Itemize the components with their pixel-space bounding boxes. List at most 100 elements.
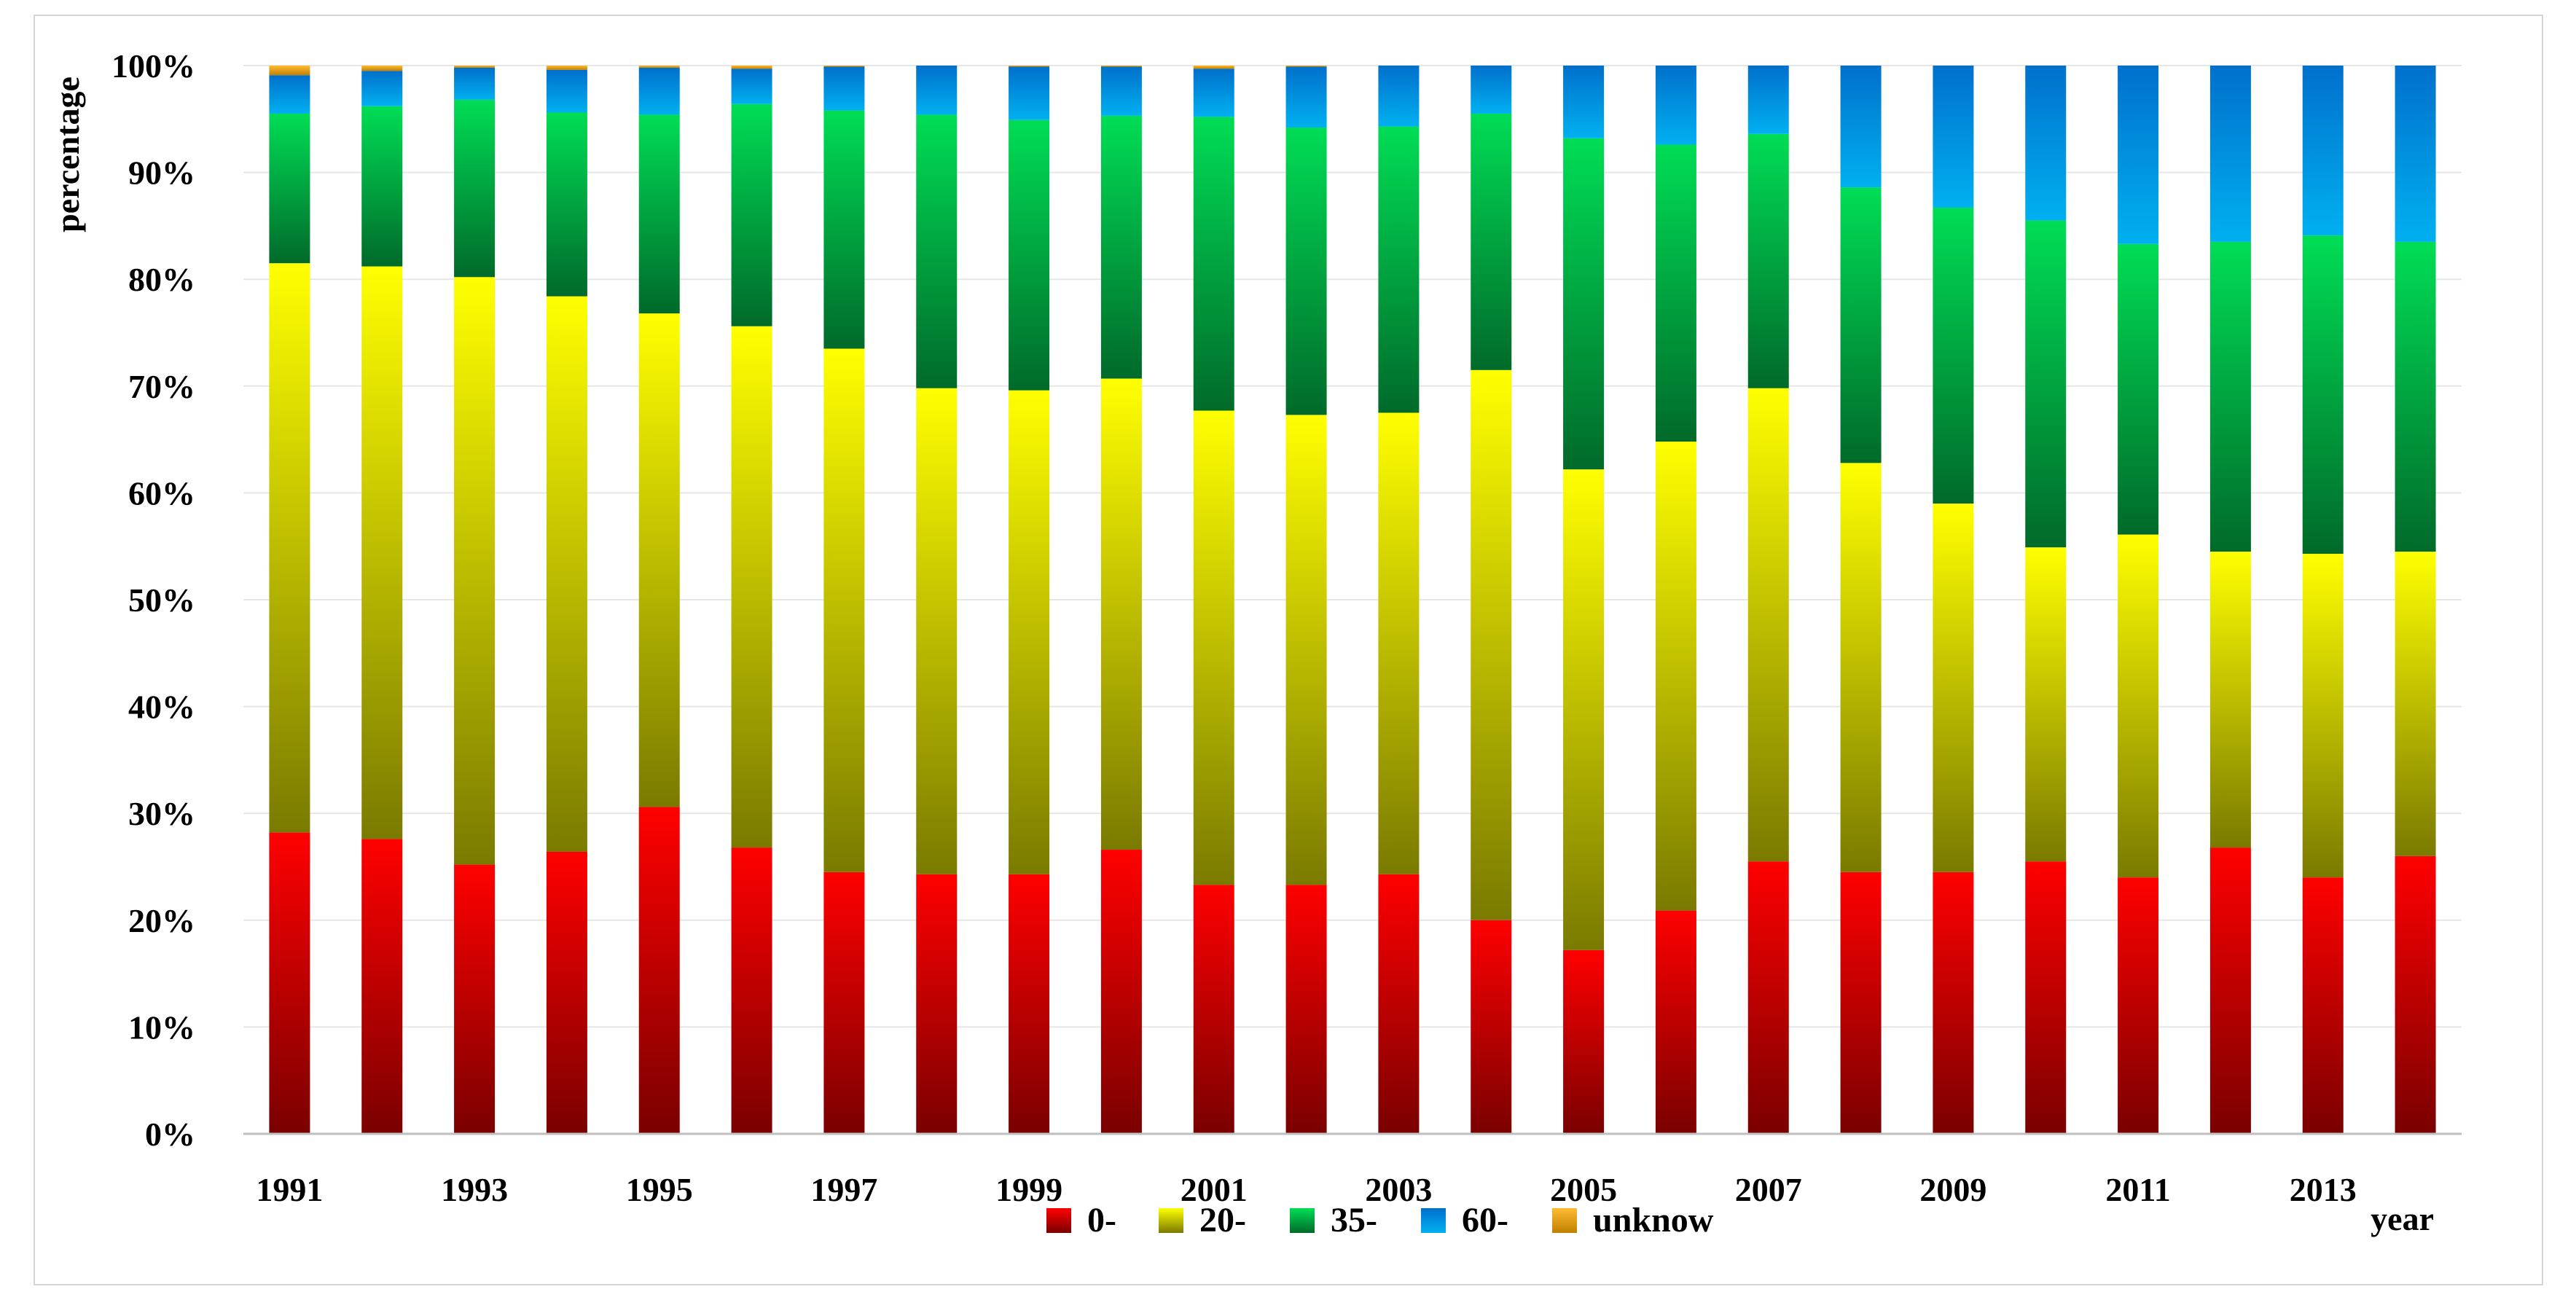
x-axis-title: year	[2371, 1200, 2434, 1237]
y-tick-label: 60%	[128, 474, 195, 512]
bar-stack-2005	[1563, 66, 1605, 1134]
legend-label: 60-	[1462, 1201, 1508, 1239]
x-axis-tick-labels: 1991 1993 1995 1997 1999 2001 2003 2005 2007 2009…	[256, 1171, 2356, 1208]
bar-stack-2006	[1655, 66, 1696, 1134]
bar-2007-20-	[1747, 388, 1789, 862]
bar-stack-2014	[2395, 66, 2436, 1134]
bar-1993-0-	[454, 864, 496, 1134]
y-tick-label: 30%	[128, 795, 195, 832]
bar-1999-35-	[1009, 120, 1050, 391]
bar-1996-60-	[731, 68, 772, 104]
bars	[269, 66, 2436, 1134]
bar-2009-20-	[1933, 504, 1974, 872]
x-tick-label: 1999	[995, 1171, 1062, 1208]
legend-item-unknow: unknow	[1552, 1201, 1714, 1239]
bar-1995-20-	[638, 313, 680, 807]
bar-2006-20-	[1655, 442, 1696, 911]
bar-stack-2009	[1933, 66, 1974, 1134]
bar-2010-60-	[2025, 66, 2067, 221]
bar-1995-60-	[638, 67, 680, 115]
bar-stack-1997	[823, 66, 865, 1134]
y-tick-label: 40%	[128, 689, 195, 726]
bar-1991-35-	[269, 113, 310, 264]
bar-stack-2002	[1285, 66, 1327, 1134]
bar-1994-35-	[546, 112, 587, 297]
bar-stack-2013	[2302, 66, 2344, 1134]
bar-1994-20-	[546, 296, 587, 852]
x-tick-label: 1997	[810, 1171, 877, 1208]
bar-1995-0-	[638, 807, 680, 1134]
bar-stack-1991	[269, 66, 310, 1134]
legend-swatch	[1552, 1208, 1577, 1233]
legend-swatch	[1159, 1208, 1183, 1233]
y-tick-label: 100%	[111, 47, 195, 85]
bar-stack-1998	[916, 66, 958, 1134]
bar-2009-0-	[1933, 872, 1974, 1134]
bar-2008-0-	[1840, 872, 1882, 1134]
legend-item-0-: 0-	[1046, 1201, 1116, 1239]
bar-2010-0-	[2025, 861, 2067, 1134]
bar-2006-60-	[1655, 66, 1696, 145]
bar-stack-1994	[546, 66, 587, 1134]
bar-1996-unknow	[731, 66, 772, 69]
bar-2004-60-	[1471, 66, 1512, 114]
bar-1999-60-	[1009, 66, 1050, 120]
bar-2010-20-	[2025, 547, 2067, 862]
bar-stack-1995	[638, 66, 680, 1134]
bar-2008-20-	[1840, 463, 1882, 872]
bar-2000-60-	[1100, 66, 1142, 116]
bar-2014-0-	[2395, 855, 2436, 1134]
bar-2010-35-	[2025, 220, 2067, 548]
bar-1994-0-	[546, 851, 587, 1134]
y-tick-label: 20%	[128, 902, 195, 939]
chart-frame: 0% 10% 20% 30% 40% 50% 60% 70% 80% 90% 100% 1991 19…	[34, 15, 2543, 1285]
bar-stack-1999	[1009, 66, 1050, 1134]
bar-stack-2004	[1471, 66, 1512, 1134]
legend-swatch	[1046, 1208, 1071, 1233]
bar-2005-60-	[1563, 66, 1605, 138]
bar-1992-unknow	[361, 66, 403, 71]
bar-2007-35-	[1747, 133, 1789, 388]
bar-2002-0-	[1285, 885, 1327, 1134]
y-tick-label: 90%	[128, 154, 195, 192]
bar-1991-unknow	[269, 66, 310, 76]
x-tick-label: 2013	[2290, 1171, 2357, 1208]
bar-2000-35-	[1100, 115, 1142, 379]
bar-stack-2012	[2209, 66, 2251, 1134]
bar-1992-0-	[361, 839, 403, 1134]
bar-stack-2007	[1747, 66, 1789, 1134]
bar-2011-35-	[2118, 243, 2159, 535]
bar-2007-0-	[1747, 861, 1789, 1134]
bar-1995-35-	[638, 114, 680, 314]
legend-item-20-: 20-	[1159, 1201, 1246, 1239]
bar-2009-60-	[1933, 66, 1974, 208]
bar-2004-0-	[1471, 920, 1512, 1134]
y-tick-label: 70%	[128, 368, 195, 405]
bar-1997-0-	[823, 872, 865, 1134]
bar-1997-35-	[823, 110, 865, 349]
bar-2004-35-	[1471, 113, 1512, 370]
bar-2001-20-	[1193, 410, 1234, 885]
bar-stack-1992	[361, 66, 403, 1134]
bar-2003-20-	[1378, 412, 1420, 874]
stacked-bar-chart: 0%10%20%30%40%50%60%70%80%90%100% 1991 19…	[49, 47, 2462, 1239]
bar-1992-60-	[361, 71, 403, 106]
legend-label: 0-	[1087, 1201, 1116, 1239]
bar-stack-2000	[1100, 66, 1142, 1134]
bar-2001-0-	[1193, 885, 1234, 1134]
legend-item-35-: 35-	[1290, 1201, 1377, 1239]
legend-swatch	[1421, 1208, 1446, 1233]
bar-stack-2011	[2118, 66, 2159, 1134]
bar-2007-60-	[1747, 66, 1789, 134]
bar-1993-60-	[454, 67, 496, 100]
bar-2011-0-	[2118, 877, 2159, 1134]
bar-2012-20-	[2209, 552, 2251, 848]
y-tick-label: 0%	[145, 1116, 195, 1153]
bar-2008-60-	[1840, 66, 1882, 188]
bar-1996-0-	[731, 847, 772, 1134]
legend: 0- 20- 35- 60- unknow	[1046, 1201, 1714, 1239]
x-tick-label: 2003	[1365, 1171, 1432, 1208]
bar-2013-0-	[2302, 877, 2344, 1134]
x-tick-label: 2009	[1919, 1171, 1986, 1208]
bar-stack-1996	[731, 66, 772, 1134]
